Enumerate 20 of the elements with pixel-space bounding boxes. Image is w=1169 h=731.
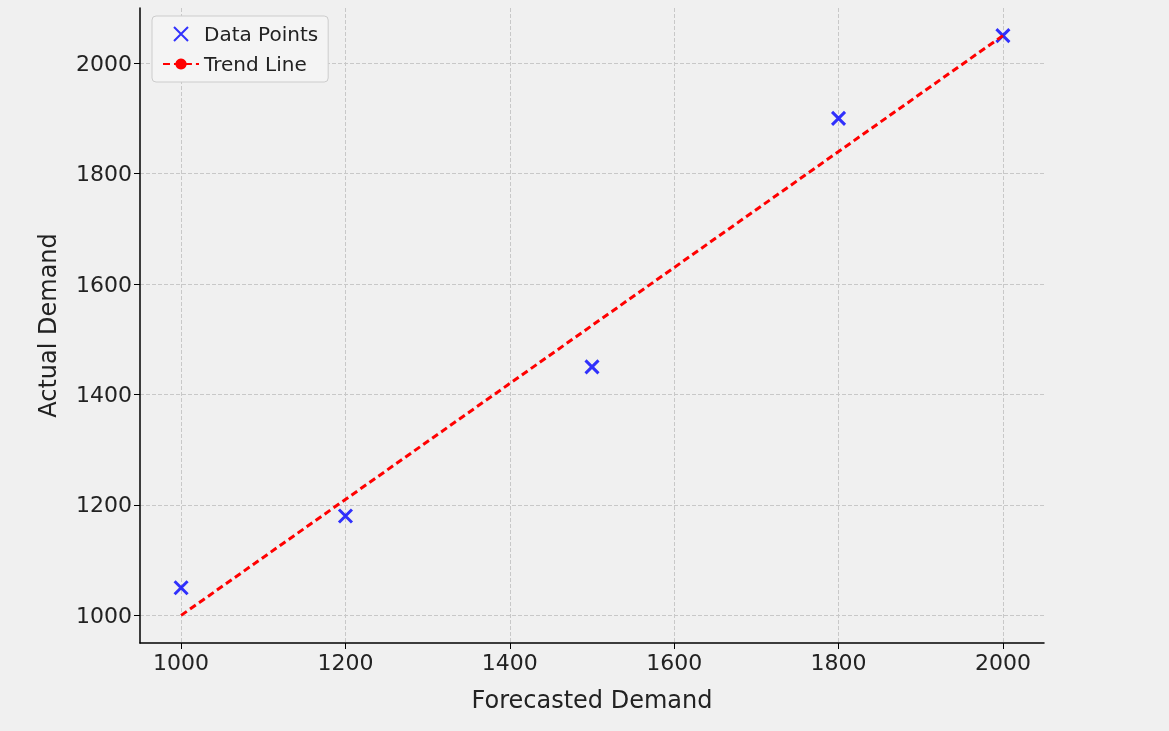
legend-label: Data Points	[204, 22, 319, 46]
x-axis-title: Forecasted Demand	[471, 686, 713, 714]
x-tick-label: 1800	[810, 649, 867, 675]
x-tick-label: 2000	[974, 649, 1031, 675]
y-tick-label: 1200	[76, 492, 132, 518]
point	[830, 110, 847, 127]
y-tick-label: 1600	[76, 271, 132, 297]
y-tick-label: 1000	[76, 602, 132, 628]
point	[337, 508, 354, 524]
y-tick-label: 1800	[76, 161, 132, 187]
x-tick-label: 1000	[153, 649, 210, 675]
point	[584, 358, 600, 375]
y-axis-title: Actual Demand	[34, 233, 62, 418]
x-tick-label: 1600	[646, 649, 703, 675]
y-tick-label: 2000	[76, 50, 132, 76]
legend-label: Trend Line	[203, 52, 307, 76]
x-tick-label: 1400	[481, 649, 538, 675]
point	[173, 579, 190, 596]
y-tick-label: 1400	[76, 382, 132, 408]
x-tick-label: 1200	[317, 649, 374, 675]
